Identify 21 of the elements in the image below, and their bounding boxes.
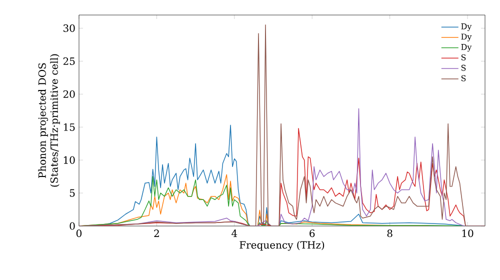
y-tick-label: 15	[64, 123, 75, 131]
x-tick-label: 2	[154, 230, 159, 237]
x-tick-label: 4	[232, 230, 238, 237]
x-axis-title: Frequency (THz)	[240, 240, 324, 251]
legend-label: Dy	[461, 34, 472, 42]
y-axis-title: Phonon projected DOS (States/THz·primitive cell)	[38, 54, 60, 187]
legend-label: S	[461, 64, 466, 71]
legend-label: S	[461, 54, 466, 60]
x-tick-label: 0	[76, 230, 82, 238]
y-tick-label: 0	[70, 222, 75, 230]
legend-label: Dy	[461, 23, 472, 32]
x-tick-label: 10	[462, 230, 474, 238]
x-tick-label: 6	[310, 230, 315, 238]
y-tick-label: 30	[64, 24, 75, 32]
y-tick-label: 5	[70, 189, 75, 197]
x-tick-label: 8	[387, 230, 392, 238]
legend-label: Dy	[461, 44, 472, 52]
legend-label: S	[461, 75, 466, 82]
y-tick-label: 25	[63, 57, 75, 65]
y-tick-label: 10	[64, 156, 75, 164]
y-tick-label: 20	[63, 90, 75, 98]
